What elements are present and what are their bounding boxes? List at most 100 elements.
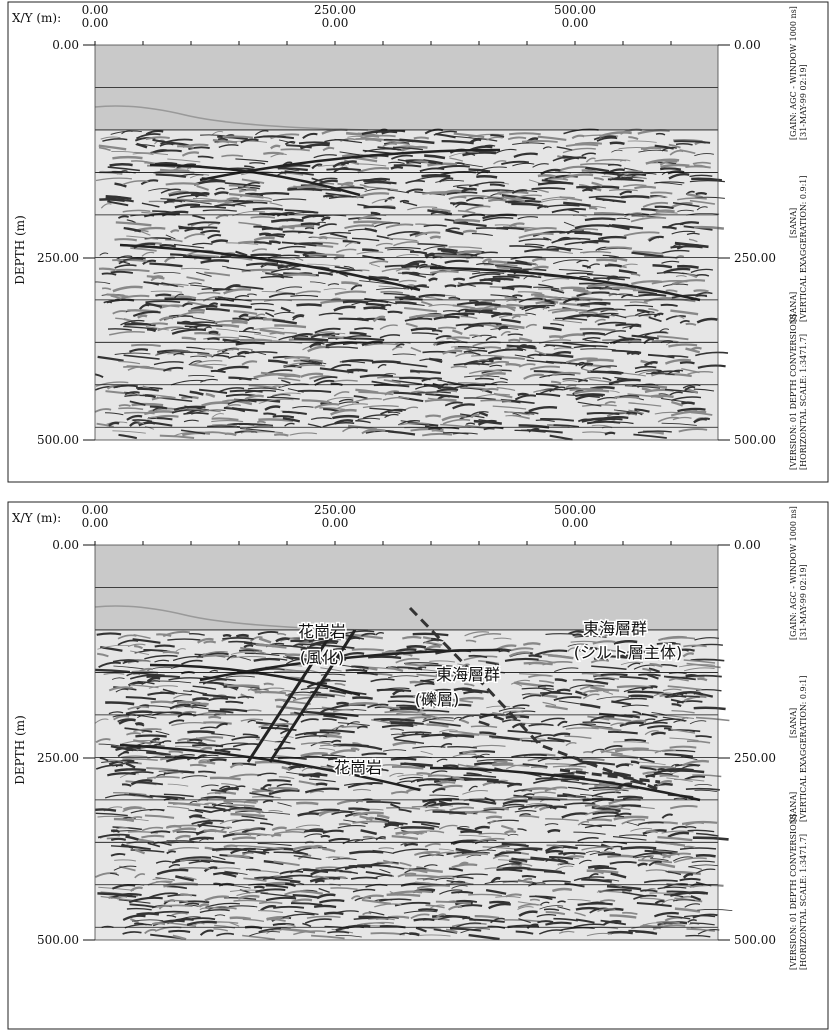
reflector [387,700,415,704]
reflector [581,368,591,373]
reflector [428,427,441,431]
reflector [457,282,493,288]
reflector [452,666,473,669]
reflector [310,741,333,747]
reflector [586,818,613,822]
reflector [551,309,587,314]
reflector [452,304,476,310]
reflector [258,687,285,691]
reflector [228,905,258,908]
reflector [534,349,547,356]
reflector [490,917,505,924]
reflector [542,661,573,666]
reflector [611,700,632,706]
reflector [431,637,442,642]
reflector [517,901,543,906]
reflector [127,705,150,711]
reflector [567,795,592,800]
reflector [203,829,227,834]
reflector [122,914,146,922]
reflector [562,342,597,348]
reflector [148,685,178,689]
reflector [284,422,295,427]
reflector [627,393,664,399]
reflector [672,416,692,421]
reflector [377,364,387,369]
reflector [660,163,690,169]
reflector [160,138,193,145]
reflector [580,301,611,307]
reflector [689,720,707,725]
reflector [329,269,363,274]
reflector [209,669,219,673]
reflector [660,167,682,171]
reflector [433,130,458,136]
reflector [220,303,252,309]
reflector [620,176,633,181]
reflector [404,874,439,878]
reflector [597,235,627,241]
reflector [659,159,678,166]
reflector [649,662,663,668]
side-note: [GAIN: AGC - WINDOW 1000 ns] [789,6,798,140]
reflector [201,288,231,291]
reflector [287,388,304,393]
reflector [265,884,289,889]
reflector [118,404,131,407]
reflector [331,928,354,934]
reflector [157,326,184,332]
reflector [311,163,323,170]
reflector [549,772,575,779]
reflector [599,899,616,903]
reflector [177,916,201,921]
reflector [528,654,543,658]
reflector [165,771,184,774]
reflector [689,199,716,205]
reflector [362,414,389,419]
reflector [437,248,458,253]
reflector [387,310,403,314]
reflector [158,770,192,773]
reflector [607,178,644,182]
reflector [544,299,555,305]
reflector [627,690,664,695]
reflector [272,922,295,926]
reflector [538,929,563,935]
reflector [278,139,295,144]
reflector [199,759,211,762]
reflector [489,364,503,368]
reflector [439,802,470,807]
reflector [528,179,541,184]
reflector [318,312,343,316]
reflector [695,881,712,887]
reflector [277,802,292,807]
reflector [293,337,329,342]
reflector [432,702,448,709]
reflector [535,649,568,656]
reflector [430,262,442,268]
reflector [668,172,690,180]
reflector [459,672,494,676]
reflector [473,633,502,639]
reflector [387,865,405,870]
reflector [286,656,310,662]
reflector [344,241,358,247]
reflector [661,899,676,905]
reflector [298,141,331,145]
reflector [373,718,409,721]
reflector [207,222,220,227]
reflector [263,682,274,686]
reflector [637,430,672,434]
reflector [679,149,696,155]
reflector [342,300,369,304]
reflector [162,283,189,286]
reflector [222,265,232,269]
reflector [247,719,257,723]
reflector [343,265,354,269]
reflector [546,844,564,848]
reflector [383,138,414,143]
reflector [611,149,623,153]
reflector [620,846,657,851]
reflector [269,340,303,344]
side-note: [VERTICAL EXAGGERATION: 0.9:1] [799,175,808,322]
